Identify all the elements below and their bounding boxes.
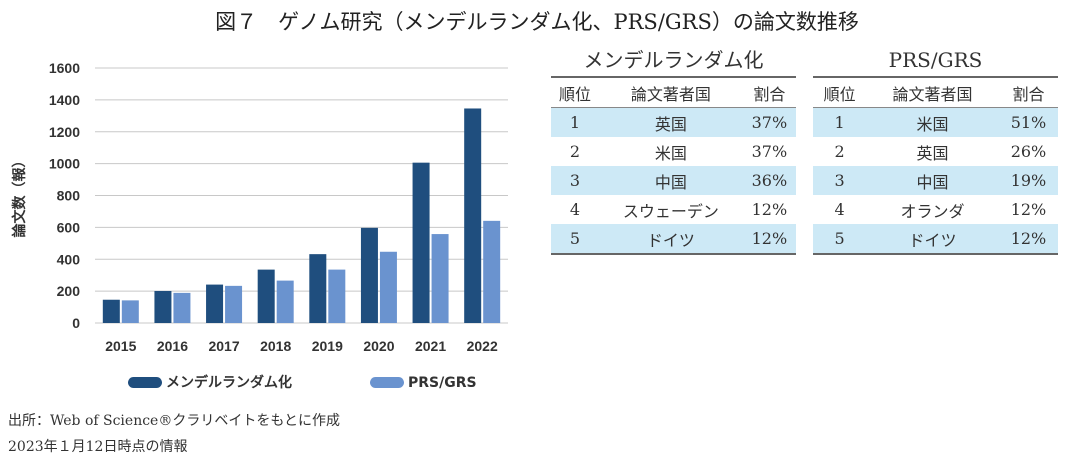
country-cell: 米国	[866, 107, 999, 137]
table-row: 2 英国 26%	[813, 137, 1058, 166]
bar-mendelian	[206, 284, 224, 323]
country-cell: 中国	[598, 166, 743, 195]
y-tick-label: 1600	[49, 60, 80, 76]
y-tick-label: 1000	[49, 156, 80, 172]
bar-prs-grs	[483, 220, 501, 323]
x-tick-label: 2016	[157, 338, 188, 354]
y-tick-label: 600	[57, 219, 81, 235]
country-cell: 英国	[916, 143, 949, 163]
bar-prs-grs	[328, 269, 346, 323]
header-share: 割合	[998, 78, 1058, 108]
x-tick-label: 2017	[208, 338, 239, 354]
table-row: 4 オランダ 12%	[813, 195, 1058, 224]
share-cell: 12%	[1010, 200, 1047, 219]
rank-cell: 1	[813, 107, 867, 137]
bar-mendelian	[309, 254, 327, 323]
share-cell: 37%	[751, 142, 788, 161]
table-row: 1 米国 51%	[813, 107, 1058, 137]
bar-mendelian	[102, 299, 120, 323]
table-row: 3 中国 36%	[551, 166, 796, 195]
bar-prs-grs	[121, 300, 139, 323]
y-tick-label: 800	[57, 188, 81, 204]
rank-cell: 5	[551, 224, 599, 255]
source-note: 出所：Web of Science®クラリベイトをもとに作成	[8, 413, 341, 429]
y-tick-label: 1200	[49, 124, 80, 140]
country-cell: ドイツ	[866, 224, 999, 255]
bar-prs-grs	[431, 234, 449, 323]
x-tick-label: 2015	[105, 338, 136, 354]
bar-prs-grs	[173, 292, 191, 323]
share-cell: 12%	[742, 224, 796, 255]
bar-chart: 0 200 400 600 800 1000 1200 1400 1600 2015 2016 201…	[11, 60, 508, 391]
y-tick-label: 1400	[49, 92, 80, 108]
country-cell: 英国	[598, 107, 743, 137]
legend-swatch	[370, 377, 404, 388]
rank-cell: 4	[569, 200, 581, 219]
y-tick-label: 400	[57, 251, 81, 267]
x-tick-label: 2022	[467, 338, 498, 354]
header-rank: 順位	[551, 78, 599, 108]
date-note: 2023年１月12日時点の情報	[8, 439, 188, 455]
country-cell: 中国	[866, 166, 999, 195]
x-tick-label: 2020	[363, 338, 394, 354]
header-rank: 順位	[813, 78, 867, 108]
table-prs-grs: PRS/GRS 順位 論文著者国 割合 1 米国 51% 2 英国 26% 3 中国 19% 4 オ…	[813, 44, 1058, 255]
country-cell: スウェーデン	[622, 201, 719, 221]
bar-mendelian	[257, 269, 275, 323]
y-tick-label: 200	[57, 283, 81, 299]
table-row: 5 ドイツ 12%	[551, 224, 796, 255]
y-axis-label: 論文数（報）	[11, 154, 28, 238]
table-row: 2 米国 37%	[551, 137, 796, 166]
share-cell: 12%	[751, 200, 788, 219]
rank-cell: 2	[834, 142, 845, 161]
x-tick-label: 2019	[312, 338, 343, 354]
rank-cell: 3	[551, 166, 599, 195]
table-title: メンデルランダム化	[551, 44, 796, 78]
rank-cell: 5	[813, 224, 867, 255]
share-cell: 51%	[998, 107, 1058, 137]
country-cell: オランダ	[900, 201, 965, 221]
table-row: 4 スウェーデン 12%	[551, 195, 796, 224]
header-share: 割合	[742, 78, 796, 108]
x-tick-label: 2018	[260, 338, 291, 354]
table-title: PRS/GRS	[813, 44, 1058, 78]
bar-mendelian	[154, 290, 172, 323]
table-row: 3 中国 19%	[813, 166, 1058, 195]
rank-cell: 3	[813, 166, 867, 195]
bar-mendelian	[360, 227, 378, 323]
bar-prs-grs	[379, 251, 397, 323]
bar-prs-grs	[276, 280, 294, 323]
country-cell: 米国	[654, 143, 687, 163]
x-tick-label: 2021	[415, 338, 446, 354]
share-cell: 26%	[1010, 142, 1047, 161]
legend-label: PRS/GRS	[408, 375, 477, 391]
rank-cell: 2	[569, 142, 581, 161]
bar-mendelian	[464, 108, 482, 323]
share-cell: 19%	[998, 166, 1058, 195]
legend-swatch	[128, 377, 162, 388]
table-row: 1 英国 37%	[551, 107, 796, 137]
table-row: 5 ドイツ 12%	[813, 224, 1058, 255]
legend-label: メンデルランダム化	[166, 374, 292, 391]
rank-cell: 4	[834, 200, 845, 219]
bar-mendelian	[412, 162, 430, 323]
country-cell: ドイツ	[598, 224, 743, 255]
header-country: 論文著者国	[598, 78, 743, 108]
bar-prs-grs	[225, 285, 243, 323]
share-cell: 36%	[742, 166, 796, 195]
share-cell: 12%	[998, 224, 1058, 255]
share-cell: 37%	[742, 107, 796, 137]
table-mendelian: メンデルランダム化 順位 論文著者国 割合 1 英国 37% 2 米国 37% 3 中国 36%…	[551, 44, 796, 255]
figure-title: 図７ ゲノム研究（メンデルランダム化、PRS/GRS）の論文数推移	[215, 10, 859, 34]
y-tick-label: 0	[72, 315, 80, 331]
rank-cell: 1	[551, 107, 599, 137]
header-country: 論文著者国	[866, 78, 999, 108]
